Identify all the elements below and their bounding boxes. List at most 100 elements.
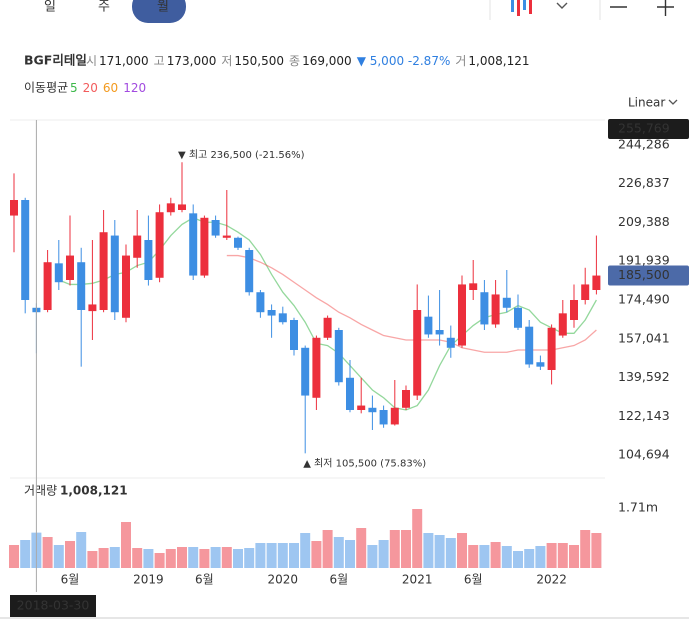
text-part: 120 bbox=[123, 81, 146, 95]
volume-bar bbox=[154, 553, 165, 568]
text-part: 1,008,121 bbox=[468, 54, 529, 68]
y-tick-label: 122,143 bbox=[618, 408, 670, 423]
candle-body bbox=[301, 347, 310, 396]
volume-bar bbox=[569, 545, 579, 568]
volume-bar bbox=[42, 537, 53, 568]
period-tab[interactable]: 주 bbox=[98, 0, 110, 15]
volume-title: 거래량 bbox=[24, 484, 57, 498]
volume-bar bbox=[289, 543, 299, 568]
y-tick-label: 191,939 bbox=[618, 253, 670, 268]
candle-body bbox=[480, 292, 489, 325]
x-tick-label: 6월 bbox=[61, 573, 80, 587]
candle-body bbox=[424, 316, 433, 335]
candle-body bbox=[144, 240, 153, 280]
candle-body bbox=[536, 362, 545, 367]
volume-bar bbox=[65, 541, 75, 568]
volume-bar bbox=[333, 537, 344, 568]
volume-bar bbox=[367, 545, 378, 568]
candle-body bbox=[66, 255, 74, 280]
ma-label: 이동평균 bbox=[24, 81, 68, 95]
volume-bar bbox=[356, 528, 367, 568]
period-tab[interactable]: 일 bbox=[44, 0, 56, 15]
text-part: 20 bbox=[83, 81, 98, 95]
y-tick-label: 226,837 bbox=[618, 175, 670, 190]
candle-body bbox=[200, 217, 209, 276]
icon-part bbox=[529, 0, 532, 14]
volume-bar bbox=[311, 541, 322, 568]
candle-body bbox=[178, 204, 186, 210]
current-price-label: 185,500 bbox=[618, 267, 670, 282]
icon-part bbox=[523, 0, 526, 10]
y-tick-label: 209,388 bbox=[618, 214, 670, 229]
volume-bar bbox=[221, 547, 232, 568]
period-tab[interactable]: 월 bbox=[157, 0, 169, 15]
volume-bar bbox=[490, 542, 501, 568]
moving-average-line bbox=[226, 254, 597, 353]
candle-body bbox=[234, 237, 242, 248]
candle-body bbox=[446, 337, 455, 348]
volume-bar bbox=[389, 530, 400, 568]
candle-body bbox=[558, 313, 567, 336]
candle-body bbox=[290, 320, 298, 350]
icon-part bbox=[511, 0, 514, 12]
candle-body bbox=[312, 337, 321, 398]
candle-body bbox=[357, 405, 366, 410]
x-tick-label: 2020 bbox=[268, 573, 299, 587]
scale-chevron[interactable] bbox=[668, 99, 678, 105]
volume-bar bbox=[378, 540, 389, 568]
candle-body bbox=[189, 213, 198, 276]
crosshair-date-badge bbox=[10, 595, 96, 617]
chart-type-icon[interactable] bbox=[511, 0, 532, 16]
candle-body bbox=[402, 390, 410, 408]
volume-bar bbox=[479, 545, 490, 568]
candle-body bbox=[469, 283, 478, 290]
volume-bar bbox=[53, 545, 64, 568]
candle-body bbox=[256, 292, 265, 313]
volume-bar bbox=[457, 533, 467, 568]
x-tick-label: 2019 bbox=[133, 573, 164, 587]
volume-bar bbox=[322, 530, 333, 568]
candle-body bbox=[525, 326, 534, 365]
candle-body bbox=[346, 377, 354, 410]
text-part: 거 bbox=[455, 54, 466, 68]
text-part: 시 bbox=[86, 54, 97, 68]
text-part: 종 bbox=[289, 54, 300, 68]
volume-bar bbox=[501, 546, 512, 568]
candle-body bbox=[88, 304, 97, 312]
active-tab-pill[interactable] bbox=[132, 0, 186, 23]
crosshair-price-label: 255,769 bbox=[618, 121, 670, 136]
volume-bar bbox=[233, 549, 243, 568]
ma-legend: 5 20 60 120 bbox=[70, 81, 146, 95]
volume-bar bbox=[199, 549, 210, 568]
x-tick-label: 2022 bbox=[536, 573, 567, 587]
volume-bar bbox=[445, 538, 456, 568]
dropdown-chevron[interactable] bbox=[556, 2, 568, 9]
volume-bar bbox=[300, 533, 311, 568]
candle-body bbox=[110, 235, 119, 313]
candle-body bbox=[222, 235, 231, 238]
x-tick-label: 6월 bbox=[195, 573, 214, 587]
volume-bar bbox=[188, 547, 199, 568]
volume-bar bbox=[9, 545, 19, 568]
crosshair-price-badge bbox=[608, 119, 689, 139]
volume-bar bbox=[434, 535, 445, 568]
zoom-in[interactable] bbox=[657, 0, 674, 16]
volume-bar bbox=[20, 540, 31, 568]
candle-body bbox=[491, 294, 500, 325]
x-tick-label: 2021 bbox=[402, 573, 433, 587]
x-tick-label: 6월 bbox=[329, 573, 348, 587]
volume-bar bbox=[76, 532, 87, 568]
candle-body bbox=[10, 200, 18, 216]
y-tick-label: 174,490 bbox=[618, 292, 670, 307]
y-tick-label: 104,694 bbox=[618, 447, 670, 462]
current-price-badge bbox=[608, 265, 689, 286]
volume-bar bbox=[546, 543, 557, 568]
candle-body bbox=[592, 275, 601, 290]
text-part: 173,000 bbox=[167, 54, 217, 68]
quote-line: 시 171,000 고 173,000 저 150,500 종 169,000 ▼ 5,000 … bbox=[86, 54, 529, 68]
scale-mode[interactable]: Linear bbox=[628, 96, 665, 110]
volume-bar bbox=[165, 549, 176, 568]
volume-value: 1,008,121 bbox=[60, 484, 128, 498]
text-part: 171,000 bbox=[99, 54, 149, 68]
volume-bar bbox=[401, 530, 411, 568]
